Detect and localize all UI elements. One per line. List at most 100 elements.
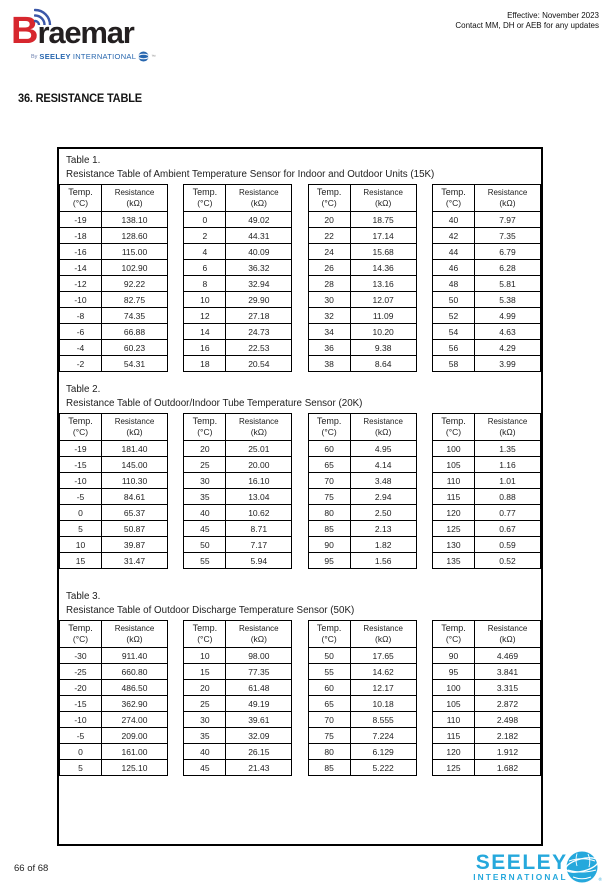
table-row: 32 11.09 [307,307,417,324]
temp-label: Temp. [441,416,466,426]
resistance-cell: 12.17 [349,679,417,696]
table-row: 20 18.75 [307,211,417,228]
table-row: 105 2.872 [431,695,541,712]
table-row: 4 40.09 [183,243,293,260]
resistance-cell: 362.90 [101,695,168,712]
table-caption: Table 1. Resistance Table of Ambient Temp… [59,154,541,181]
temp-cell: 75 [307,488,351,505]
temp-header-cell: Temp. (°C) [183,413,227,441]
temp-cell: 70 [307,472,351,489]
temp-cell: -10 [59,472,102,489]
resistance-header-cell: Resistance (kΩ) [101,184,168,212]
globe-icon [565,851,599,883]
table-row: -12 92.22 [59,275,168,292]
temp-cell: 110 [431,711,475,728]
resistance-cell: 128.60 [101,227,168,244]
table-label: Table 1. [66,155,101,166]
international-label: INTERNATIONAL [473,871,568,882]
resistance-unit: (kΩ) [499,427,516,437]
temp-cell: -10 [59,291,102,308]
resistance-label: Resistance [487,417,528,426]
resistance-cell: 60.23 [101,339,168,356]
table-row: 54 4.63 [431,323,541,340]
resistance-cell: 39.87 [101,536,168,553]
temp-cell: 15 [59,552,102,569]
table-row: 20 61.48 [183,679,293,696]
temp-label: Temp. [316,416,342,426]
sensor-table: Temp. (°C) Resistance (kΩ) 20 25.01 25 20.00 30 1… [183,413,293,569]
temp-label: Temp. [68,623,93,633]
resistance-cell: 61.48 [225,679,293,696]
temp-cell: 4 [183,243,227,260]
resistance-cell: 1.16 [473,456,541,473]
resistance-header-cell: Resistance (kΩ) [225,413,293,441]
resistance-unit: (kΩ) [250,634,267,644]
temp-header-cell: Temp. (°C) [307,620,351,648]
table-row: 45 21.43 [183,759,293,776]
resistance-grid: Temp. (°C) Resistance (kΩ) -30 911.40 -25 660.8… [59,620,541,776]
table-row: 120 1.912 [431,743,541,760]
temp-unit: (°C) [445,427,462,437]
resistance-cell: 32.94 [225,275,293,292]
resistance-cell: 2.50 [349,504,417,521]
temp-cell: 54 [431,323,475,340]
temp-cell: 105 [431,695,475,712]
table-row: 75 7.224 [307,727,417,744]
resistance-cell: 7.17 [225,536,293,553]
header-row: Temp. (°C) Resistance (kΩ) [183,413,293,441]
temp-unit: (°C) [445,198,462,208]
logo-letter-b: B [11,10,38,52]
resistance-cell: 27.18 [225,307,293,324]
temp-cell: 110 [431,472,475,489]
resistance-unit: (kΩ) [250,427,267,437]
table-row: 38 8.64 [307,355,417,372]
resistance-cell: 7.97 [473,211,541,228]
temp-unit: (°C) [197,198,213,208]
temp-cell: 65 [307,456,351,473]
resistance-header-cell: Resistance (kΩ) [349,413,417,441]
table-row: 85 2.13 [307,520,417,537]
temp-cell: 10 [59,536,102,553]
temp-cell: -4 [59,339,102,356]
temp-cell: 60 [307,679,351,696]
table-row: 15 31.47 [59,552,168,569]
page-title: 36. RESISTANCE TABLE [18,93,142,105]
table-row: 0 65.37 [59,504,168,521]
table-row: 120 0.77 [431,504,541,521]
resistance-cell: 17.65 [349,647,417,664]
temp-cell: 130 [431,536,475,553]
temp-header-cell: Temp. (°C) [431,413,475,441]
temp-cell: 2 [183,227,227,244]
table-row: 65 10.18 [307,695,417,712]
temp-cell: 6 [183,259,227,276]
table-row: 95 3.841 [431,663,541,680]
temp-cell: 52 [431,307,475,324]
resistance-grid: Temp. (°C) Resistance (kΩ) -19 138.10 -18 128.6… [59,184,541,372]
temp-cell: 125 [431,520,475,537]
brand-seeley-label: SEELEY [39,51,71,61]
temp-header-cell: Temp. (°C) [307,413,351,441]
header-row: Temp. (°C) Resistance (kΩ) [59,620,168,648]
table-row: 55 5.94 [183,552,293,569]
sensor-table: Temp. (°C) Resistance (kΩ) 40 7.97 42 7.35 44 6.7… [431,184,541,372]
table-row: 60 4.95 [307,440,417,457]
temp-cell: 58 [431,355,475,372]
table-row: 80 2.50 [307,504,417,521]
temp-unit: (°C) [197,634,213,644]
resistance-label: Resistance [114,417,155,426]
resistance-cell: 98.00 [225,647,293,664]
resistance-cell: 2.872 [473,695,541,712]
resistance-cell: 4.63 [473,323,541,340]
resistance-header-cell: Resistance (kΩ) [225,620,293,648]
table-row: 58 3.99 [431,355,541,372]
table-row: -10 82.75 [59,291,168,308]
resistance-header-cell: Resistance (kΩ) [225,184,293,212]
table-row: 8 32.94 [183,275,293,292]
table-row: 25 49.19 [183,695,293,712]
resistance-header-cell: Resistance (kΩ) [349,184,417,212]
resistance-cell: 8.64 [349,355,417,372]
sensor-table: Temp. (°C) Resistance (kΩ) 90 4.469 95 3.841 100… [431,620,541,776]
resistance-cell: 3.315 [473,679,541,696]
temp-unit: (°C) [72,198,89,208]
resistance-cell: 4.469 [473,647,541,664]
